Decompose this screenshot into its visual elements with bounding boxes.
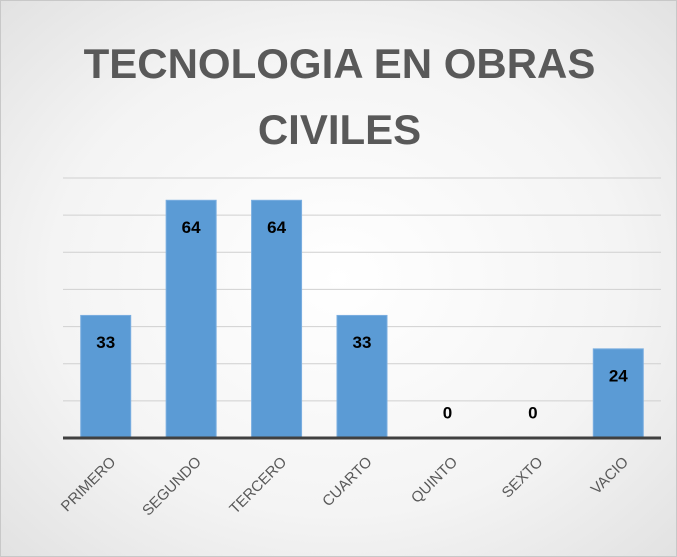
x-tick-label: PRIMERO <box>58 454 120 516</box>
data-label: 0 <box>443 403 452 422</box>
bar <box>80 314 132 439</box>
x-tick-label: SEXTO <box>499 454 547 502</box>
x-tick-label: TERCERO <box>226 454 290 518</box>
data-label: 33 <box>96 333 115 352</box>
chart-title: TECNOLOGIA EN OBRAS CIVILES <box>83 40 596 153</box>
data-label: 64 <box>182 218 201 237</box>
data-label: 33 <box>353 333 372 352</box>
x-tick-label: CUARTO <box>319 454 375 510</box>
x-tick-label: QUINTO <box>408 454 461 507</box>
data-label: 64 <box>267 218 286 237</box>
bar <box>165 199 217 439</box>
x-tick-label: SEGUNDO <box>139 454 205 520</box>
bar <box>336 314 388 439</box>
data-label: 24 <box>609 366 628 385</box>
bar <box>592 348 644 439</box>
data-label: 0 <box>528 403 537 422</box>
x-tick-label: VACIO <box>588 454 632 498</box>
